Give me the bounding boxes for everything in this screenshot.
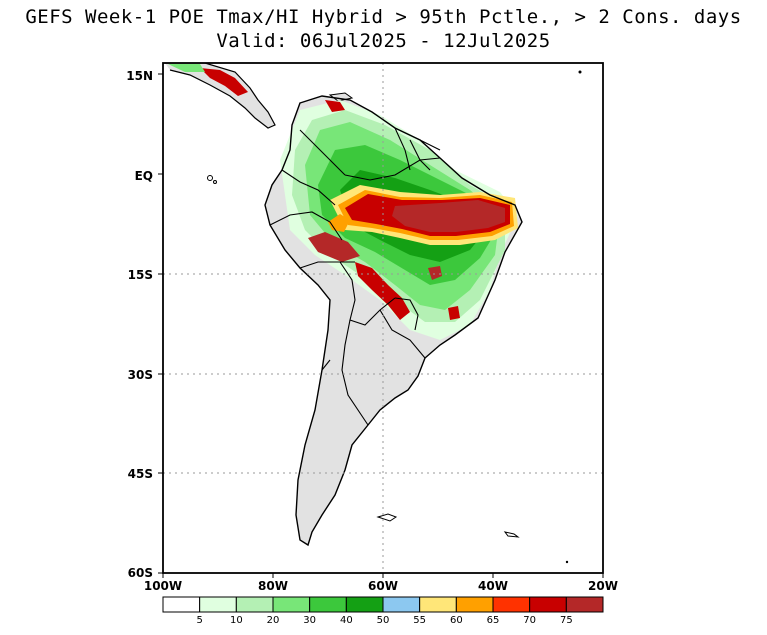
prob-north-coast bbox=[325, 100, 345, 112]
country-borders bbox=[269, 127, 441, 426]
colorbar-label: 20 bbox=[267, 615, 280, 626]
map-title: GEFS Week-1 POE Tmax/HI Hybrid > 95th Pc… bbox=[25, 6, 742, 28]
colorbar-label: 65 bbox=[487, 615, 500, 626]
graticule bbox=[163, 63, 603, 573]
colorbar-label: 55 bbox=[413, 615, 426, 626]
lat-label-30s: 30S bbox=[128, 368, 153, 382]
south-atlantic-islet bbox=[565, 560, 569, 564]
prob-high-se-brazil bbox=[448, 306, 460, 320]
colorbar-swatch bbox=[419, 596, 457, 613]
colorbar-swatch bbox=[272, 596, 311, 613]
axis-ticks bbox=[158, 73, 604, 578]
central-america-coastline bbox=[165, 63, 276, 129]
colorbar-swatch bbox=[492, 596, 531, 613]
galapagos-islet bbox=[213, 180, 217, 184]
galapagos-islands bbox=[207, 175, 213, 181]
colorbar-swatch bbox=[529, 596, 567, 613]
lat-label-45s: 45S bbox=[128, 467, 153, 481]
colorbar-swatch bbox=[162, 596, 201, 613]
lat-label-15s: 15S bbox=[128, 268, 153, 282]
latitude-labels: 15N EQ 15S 30S 45S 60S bbox=[126, 69, 153, 580]
coastline bbox=[264, 95, 523, 547]
colorbar-label: 50 bbox=[377, 615, 390, 626]
lon-label-20w: 20W bbox=[588, 579, 618, 593]
lon-label-60w: 60W bbox=[368, 579, 398, 593]
colorbar-label: 70 bbox=[523, 615, 536, 626]
valid-date-range: Valid: 06Jul2025 - 12Jul2025 bbox=[216, 30, 551, 52]
falkland-islands bbox=[376, 513, 398, 522]
colorbar-swatch bbox=[309, 596, 347, 613]
colorbar-label: 60 bbox=[450, 615, 463, 626]
colorbar-label: 30 bbox=[303, 615, 316, 626]
colorbar-swatch bbox=[345, 596, 384, 613]
prob-green-central-america bbox=[168, 64, 205, 72]
map-content bbox=[163, 63, 603, 573]
longitude-labels: 100W 80W 60W 40W 20W bbox=[144, 579, 618, 593]
colorbar-swatch bbox=[455, 596, 494, 613]
colorbar-label: 40 bbox=[340, 615, 353, 626]
prob-high-central-america bbox=[200, 68, 248, 96]
prob-high-eastern-brazil bbox=[428, 266, 442, 280]
colorbar-swatch bbox=[235, 596, 274, 613]
atlantic-islet bbox=[578, 70, 582, 74]
lon-label-80w: 80W bbox=[258, 579, 288, 593]
prob-high-west-amazon bbox=[308, 232, 360, 262]
lon-label-40w: 40W bbox=[478, 579, 508, 593]
lat-label-60s: 60S bbox=[128, 566, 153, 580]
colorbar: 5 10 20 30 40 50 55 60 65 70 75 bbox=[162, 596, 604, 626]
lat-label-eq: EQ bbox=[135, 169, 153, 183]
colorbar-swatch bbox=[565, 596, 604, 613]
prob-75-plus-area bbox=[392, 200, 505, 232]
colorbar-label: 10 bbox=[230, 615, 243, 626]
lon-label-100w: 100W bbox=[144, 579, 182, 593]
south-georgia bbox=[503, 531, 520, 538]
colorbar-swatch bbox=[382, 596, 421, 613]
colorbar-label: 75 bbox=[560, 615, 573, 626]
lat-label-15n: 15N bbox=[126, 69, 153, 83]
colorbar-label: 5 bbox=[196, 615, 202, 626]
colorbar-swatch bbox=[199, 596, 237, 613]
